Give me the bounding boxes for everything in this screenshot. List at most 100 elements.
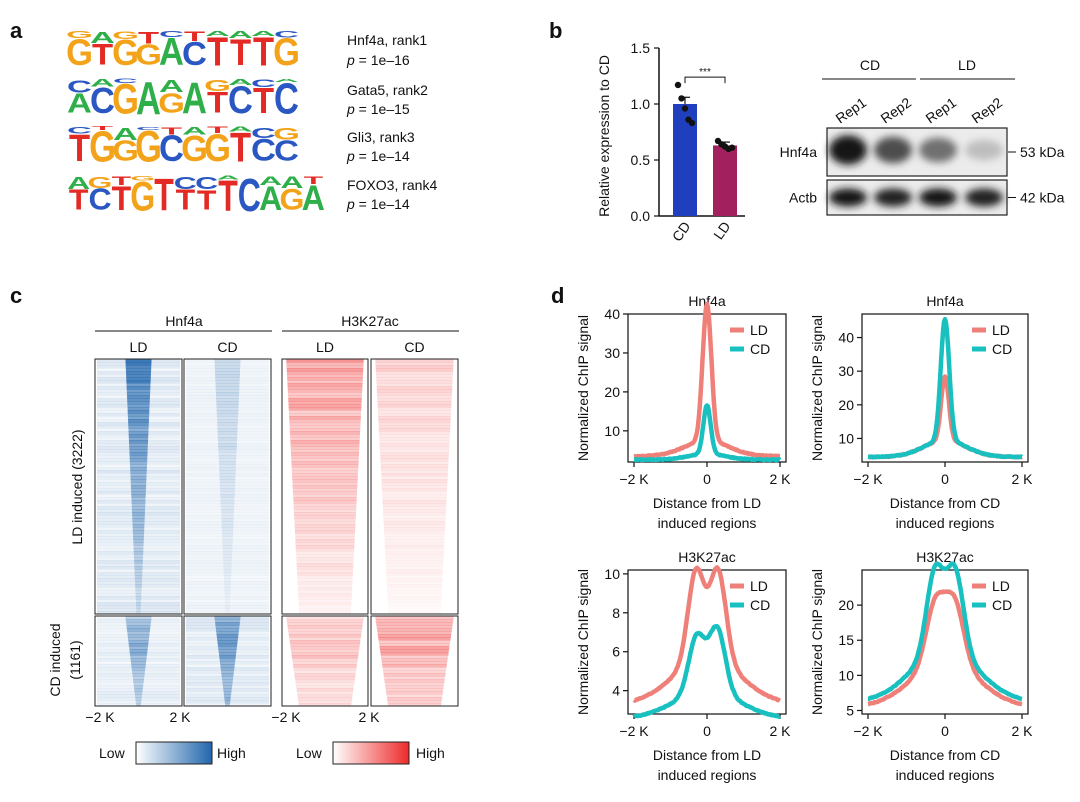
heatmap-signal: [216, 416, 239, 420]
y-axis-label: Relative expression to CD: [596, 55, 612, 217]
heatmap-signal: [217, 640, 238, 644]
heatmap-signal: [296, 554, 354, 558]
logo-letter: G: [181, 128, 208, 169]
heatmap-signal: [131, 500, 146, 504]
heatmap-signal: [292, 473, 358, 477]
heatmap-background-signal: [186, 497, 269, 501]
heatmap-signal: [126, 622, 151, 626]
heatmap-background-signal: [186, 640, 269, 644]
heatmap-signal: [128, 422, 149, 426]
heatmap-signal: [125, 368, 152, 372]
heatmap-signal: [129, 649, 148, 653]
x-tick-label: 0: [703, 471, 711, 487]
heatmap-background-signal: [186, 410, 269, 414]
heatmap-background-signal: [97, 584, 180, 588]
heatmap-background-signal: [97, 640, 180, 644]
heatmap-signal: [219, 467, 236, 471]
heatmap-background-signal: [186, 428, 269, 432]
molecular-weight-label: 42 kDa: [1020, 190, 1065, 206]
heatmap-signal: [217, 422, 238, 426]
heatmap-background-signal: [186, 667, 269, 671]
significance-marker: ***: [699, 67, 711, 78]
heatmap-background-signal: [97, 494, 180, 498]
heatmap-background-signal: [97, 694, 180, 698]
heatmap-signal: [384, 545, 445, 549]
heatmap-background-signal: [186, 461, 269, 465]
heatmap-background-signal: [97, 560, 180, 564]
protein-band: [874, 136, 912, 164]
heatmap-signal: [133, 682, 144, 686]
heatmap-signal: [219, 658, 236, 662]
heatmap-signal: [296, 551, 354, 555]
heatmap-background-signal: [186, 572, 269, 576]
heatmap-signal: [133, 685, 144, 689]
heatmap-background-signal: [186, 473, 269, 477]
logo-letter: G: [112, 134, 139, 166]
heatmap-signal: [375, 371, 454, 375]
heatmap-signal: [378, 640, 451, 644]
logo-letter: A: [259, 180, 282, 218]
heatmap-background-signal: [97, 383, 180, 387]
heatmap-signal: [288, 410, 362, 414]
heatmap-signal: [133, 554, 144, 558]
blot-protein-label: Actb: [789, 190, 817, 206]
heatmap-signal: [290, 443, 360, 447]
heatmap-signal: [297, 581, 353, 585]
heatmap-signal: [217, 643, 238, 647]
heatmap-background-signal: [97, 449, 180, 453]
heatmap-signal: [290, 446, 360, 450]
heatmap-signal: [133, 542, 144, 546]
legend-label: CD: [992, 597, 1012, 613]
heatmap-border: [370, 615, 459, 707]
heatmap-signal: [293, 664, 357, 668]
heatmap-signal: [126, 374, 151, 378]
blot-group-label: LD: [958, 57, 976, 73]
heatmap-background-signal: [186, 596, 269, 600]
heatmap-signal: [286, 365, 364, 369]
heatmap-background-signal: [97, 581, 180, 585]
heatmap-signal: [216, 395, 239, 399]
heatmap-signal: [127, 401, 150, 405]
heatmap-border: [94, 358, 183, 615]
color-scale-high-label: High: [416, 745, 445, 761]
logo-letter-minor: C: [251, 125, 276, 142]
heatmap-signal: [219, 470, 236, 474]
heatmap-background-signal: [186, 584, 269, 588]
heatmap-background-signal: [97, 637, 180, 641]
heatmap-signal: [131, 494, 146, 498]
heatmap-signal: [126, 386, 151, 390]
heatmap-signal: [376, 625, 453, 629]
logo-letter-minor: A: [259, 174, 282, 188]
heatmap-background-signal: [186, 631, 269, 635]
heatmap-background-signal: [97, 616, 180, 620]
heatmap-background-signal: [97, 661, 180, 665]
heatmap-column-label: CD: [217, 339, 237, 355]
heatmap-background-signal: [186, 524, 269, 528]
heatmap-signal: [214, 368, 241, 372]
motif-row: FOXO3, rank4 p = 1e–14: [346, 177, 437, 212]
heatmap-signal: [287, 389, 363, 393]
heatmap-signal: [125, 619, 152, 623]
heatmap-signal: [135, 581, 142, 585]
heatmap-row-label: LD induced (3222): [69, 429, 85, 544]
heatmap-signal: [292, 661, 358, 665]
panel-label-d: d: [551, 283, 564, 308]
heatmap-signal: [376, 389, 453, 393]
heatmap-signal: [291, 655, 359, 659]
logo-letter: C: [238, 170, 261, 221]
heatmap-background-signal: [186, 652, 269, 656]
heatmap-signal: [130, 473, 147, 477]
heatmap-signal: [376, 622, 453, 626]
heatmap-signal: [220, 506, 235, 510]
heatmap-background-signal: [97, 533, 180, 537]
heatmap-signal: [130, 658, 147, 662]
heatmap-signal: [135, 697, 142, 701]
heatmap-signal: [218, 452, 237, 456]
heatmap-background-signal: [186, 682, 269, 686]
y-tick-label: 4: [612, 683, 620, 699]
motif-pvalue: p = 1e–16: [346, 52, 410, 68]
heatmap-background-signal: [186, 470, 269, 474]
heatmap-signal: [383, 512, 446, 516]
logo-letter: T: [230, 126, 251, 172]
